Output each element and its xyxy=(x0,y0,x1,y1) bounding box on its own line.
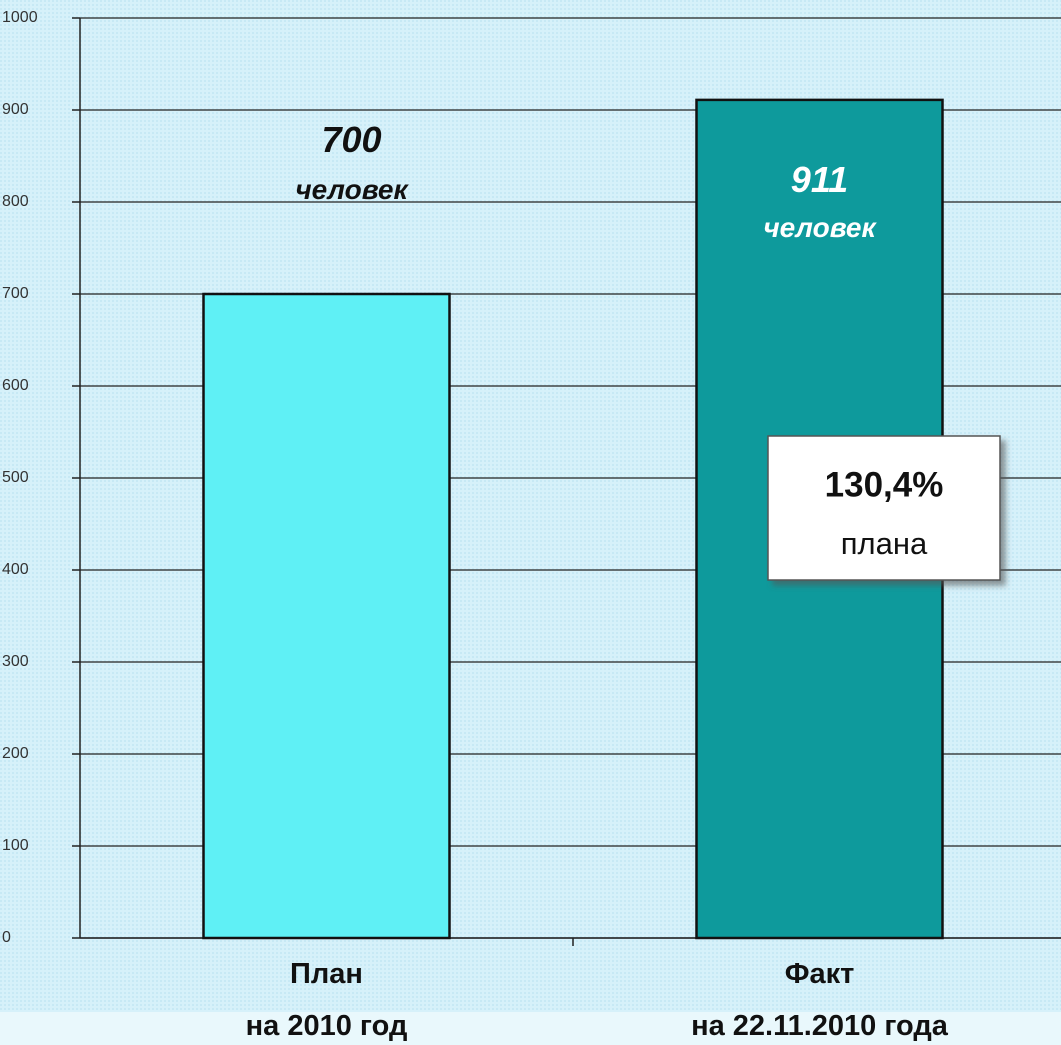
bottom-strip xyxy=(0,1012,1061,1045)
bar xyxy=(202,292,451,940)
x-tick-label: План на 2010 год xyxy=(246,958,408,1042)
y-tick-label: 900 xyxy=(2,101,29,118)
value-label: 700 человек xyxy=(295,119,409,206)
y-tick-label: 700 xyxy=(2,285,29,302)
y-tick-label: 500 xyxy=(2,469,29,486)
y-tick-label: 600 xyxy=(2,377,29,394)
annotation-box xyxy=(767,435,1001,581)
x-tick-label: Факт на 22.11.2010 года xyxy=(691,958,949,1042)
annotation: 130,4% xyxy=(825,465,944,504)
y-tick-label: 400 xyxy=(2,561,29,578)
y-tick-label: 800 xyxy=(2,193,29,210)
y-tick-label: 1000 xyxy=(2,9,38,26)
annotation-sub: плана xyxy=(841,526,928,561)
y-tick-label: 200 xyxy=(2,745,29,762)
value-label: 911 человек xyxy=(763,159,877,244)
y-tick-label: 300 xyxy=(2,653,29,670)
y-tick-label: 100 xyxy=(2,837,29,854)
y-tick-label: 0 xyxy=(2,929,11,946)
